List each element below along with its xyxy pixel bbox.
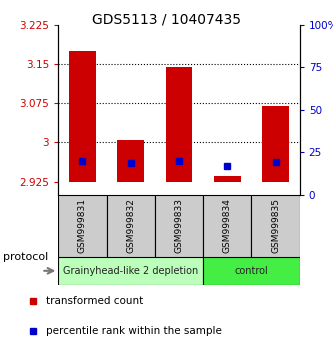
Text: GSM999834: GSM999834 [223,198,232,253]
Bar [69,51,96,182]
Text: Grainyhead-like 2 depletion: Grainyhead-like 2 depletion [63,266,198,276]
Bar [166,67,192,182]
Text: GSM999835: GSM999835 [271,198,280,253]
Text: GDS5113 / 10407435: GDS5113 / 10407435 [92,12,241,27]
Bar [58,195,107,257]
Text: transformed count: transformed count [46,296,143,306]
Text: GSM999832: GSM999832 [126,198,135,253]
Bar [118,140,144,182]
Text: protocol: protocol [3,252,49,262]
Bar [262,106,289,182]
Bar [251,195,300,257]
Text: GSM999833: GSM999833 [174,198,183,253]
Bar [107,195,155,257]
Bar [155,195,203,257]
Bar [214,176,240,182]
Bar [58,257,203,285]
Text: GSM999831: GSM999831 [78,198,87,253]
Bar [203,257,300,285]
Text: control: control [234,266,268,276]
Bar [203,195,251,257]
Text: percentile rank within the sample: percentile rank within the sample [46,326,222,336]
